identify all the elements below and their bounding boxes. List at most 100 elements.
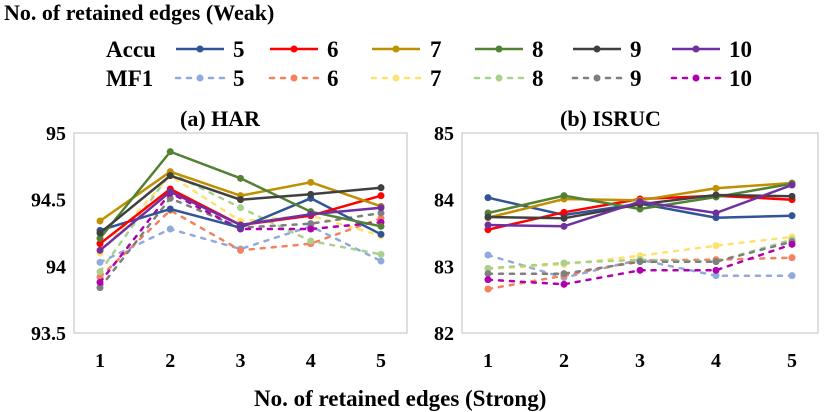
legend-item-accu-10: 10 [672, 37, 752, 62]
point-mf1-9-x2 [560, 270, 568, 278]
chart-title: (b) ISRUC [560, 106, 661, 131]
legend-item-accu-8: 8 [475, 37, 544, 62]
chart-title: (a) HAR [180, 106, 261, 131]
bottom-x-axis-label: No. of retained edges (Strong) [254, 386, 546, 411]
point-accu-9-x2 [166, 172, 174, 180]
legend-marker-accu-8 [495, 45, 503, 53]
legend-item-accu-6: 6 [270, 37, 339, 62]
legend-label-accu-5: 5 [233, 37, 245, 62]
legend-marker-accu-9 [593, 45, 601, 53]
point-mf1-6-x5 [788, 254, 796, 262]
legend-marker-mf1-8 [495, 74, 503, 82]
legend-item-mf1-7: 7 [370, 66, 442, 91]
legend-mf1-label: MF1 [106, 66, 153, 91]
point-accu-9-x4 [712, 191, 720, 199]
point-accu-9-x3 [237, 196, 244, 204]
point-accu-8-x2 [166, 148, 174, 156]
y-tick-label-82: 82 [434, 323, 454, 345]
point-mf1-9-x5 [377, 209, 385, 217]
legend-item-mf1-8: 8 [473, 66, 544, 91]
point-accu-5-x5 [788, 212, 796, 220]
point-mf1-10-x3 [636, 266, 644, 274]
series-accu-10 [96, 188, 385, 254]
legend-item-accu-9: 9 [573, 37, 642, 62]
series-accu-10 [484, 181, 796, 230]
legend-marker-accu-6 [290, 45, 298, 53]
y-tick-label-93-5: 93.5 [31, 323, 66, 345]
point-mf1-10-x2 [560, 280, 568, 288]
point-mf1-9-x1 [484, 270, 492, 278]
point-accu-6-x5 [377, 192, 385, 200]
legend-label-mf1-10: 10 [729, 66, 752, 91]
point-mf1-10-x4 [712, 266, 720, 274]
point-mf1-9-x3 [636, 258, 644, 266]
plot-area-border [73, 132, 408, 334]
point-mf1-5-x4 [712, 272, 720, 280]
legend-label-accu-7: 7 [430, 37, 442, 62]
point-mf1-8-x2 [560, 259, 568, 267]
point-mf1-10-x1 [96, 278, 104, 286]
legend: Accu MF1 5 6 7 8 9 10 5 6 7 8 9 10 [106, 37, 752, 91]
legend-label-accu-8: 8 [532, 37, 544, 62]
point-accu-8-x1 [96, 234, 104, 242]
point-accu-7-x4 [307, 178, 315, 186]
legend-label-mf1-5: 5 [233, 66, 245, 91]
legend-item-mf1-5: 5 [174, 66, 245, 91]
point-accu-9-x5 [377, 184, 385, 192]
legend-item-accu-5: 5 [176, 37, 245, 62]
legend-marker-mf1-7 [392, 74, 400, 82]
y-tick-label-83: 83 [434, 256, 454, 278]
x-tick-label-2: 2 [559, 350, 569, 372]
point-mf1-8-x1 [484, 264, 492, 272]
legend-item-mf1-9: 9 [571, 66, 642, 91]
point-mf1-8-x5 [377, 250, 385, 258]
legend-marker-accu-10 [692, 45, 700, 53]
point-accu-10-x4 [307, 210, 315, 218]
point-accu-10-x5 [788, 181, 796, 189]
har-chart: (a) HAR 93.5 94 94.5 95 1 2 3 4 5 [31, 106, 408, 372]
legend-label-accu-10: 10 [729, 37, 752, 62]
series-line-mf1-10 [98, 191, 383, 284]
point-accu-8-x3 [237, 174, 244, 182]
point-accu-7-x1 [96, 217, 104, 225]
x-tick-label-3: 3 [236, 350, 246, 372]
legend-item-accu-7: 7 [372, 37, 442, 62]
top-title: No. of retained edges (Weak) [4, 0, 274, 25]
legend-marker-mf1-5 [196, 74, 204, 82]
point-mf1-6-x1 [484, 285, 492, 293]
legend-marker-accu-5 [196, 45, 204, 53]
point-accu-8-x2 [560, 192, 568, 200]
point-mf1-7-x4 [712, 242, 720, 250]
point-accu-9-x1 [484, 213, 492, 221]
x-tick-label-1: 1 [95, 350, 105, 372]
point-mf1-5-x1 [96, 258, 104, 266]
y-tick-label-94-5: 94.5 [31, 190, 66, 212]
point-accu-9-x4 [307, 190, 315, 198]
point-accu-6-x2 [560, 208, 568, 216]
legend-label-mf1-6: 6 [327, 66, 339, 91]
series-mf1-10 [484, 240, 796, 288]
point-mf1-6-x3 [237, 246, 244, 254]
x-tick-label-3: 3 [635, 350, 645, 372]
point-accu-7-x4 [712, 184, 720, 192]
y-tick-label-94: 94 [46, 256, 66, 278]
point-mf1-10-x4 [307, 225, 315, 233]
point-accu-10-x1 [484, 221, 492, 229]
legend-label-mf1-8: 8 [532, 66, 544, 91]
plot-area-border [461, 132, 819, 334]
point-accu-10-x2 [560, 222, 568, 230]
point-mf1-8-x3 [237, 204, 244, 212]
legend-label-accu-6: 6 [327, 37, 339, 62]
legend-marker-mf1-10 [692, 74, 700, 82]
legend-marker-mf1-9 [593, 74, 601, 82]
point-accu-9-x1 [96, 229, 104, 237]
x-tick-label-5: 5 [787, 350, 797, 372]
point-mf1-5-x2 [166, 225, 174, 233]
point-accu-9-x2 [560, 214, 568, 222]
point-mf1-5-x1 [484, 251, 492, 259]
point-accu-10-x5 [377, 204, 385, 212]
legend-item-mf1-10: 10 [670, 66, 752, 91]
legend-accu-label: Accu [106, 37, 156, 62]
point-mf1-10-x1 [484, 276, 492, 284]
point-mf1-5-x5 [788, 272, 796, 280]
